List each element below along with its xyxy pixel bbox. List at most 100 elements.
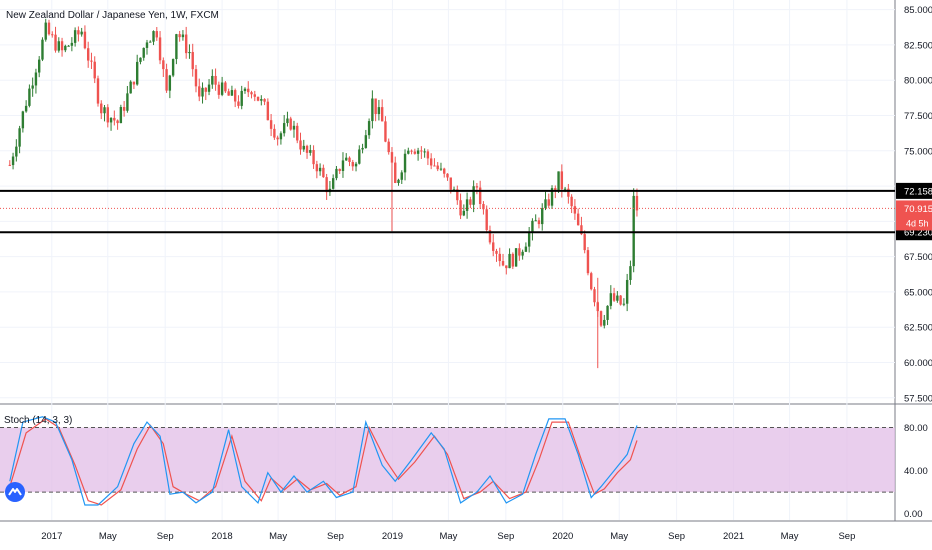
candle (119, 104, 123, 124)
last-price-label: 70.915 (904, 204, 932, 215)
candle (289, 116, 292, 131)
candle (635, 188, 639, 217)
candle (266, 98, 270, 121)
candle (433, 158, 436, 167)
candle (282, 115, 286, 137)
candle (106, 104, 109, 128)
candle (8, 160, 11, 167)
stoch-k-line (9, 416, 638, 506)
candle (67, 45, 70, 47)
stoch-tick-label: 40.00 (904, 466, 928, 477)
candle (514, 248, 518, 267)
candle (11, 152, 15, 170)
candle (201, 82, 204, 104)
candle (472, 180, 475, 213)
candle (230, 85, 234, 96)
candle (178, 30, 181, 42)
candle (168, 74, 172, 99)
candle (175, 33, 178, 65)
time-tick-label: May (269, 531, 287, 542)
candle (28, 84, 31, 108)
candle (276, 135, 279, 146)
candle (198, 78, 201, 102)
candle (367, 118, 371, 139)
candle (96, 75, 100, 107)
stoch-tick-label: 0.00 (904, 509, 923, 520)
candle (629, 260, 632, 285)
candle (214, 68, 217, 91)
candle (371, 90, 374, 129)
countdown-label: 4d 5h (906, 218, 929, 228)
candle (211, 69, 214, 89)
candle (263, 98, 266, 106)
horizontal-level-label: 72.158 (904, 186, 932, 197)
candle (240, 85, 243, 110)
candle (135, 54, 139, 86)
candle (335, 165, 338, 181)
candle (70, 37, 74, 52)
candle (407, 147, 410, 155)
candle (322, 164, 325, 178)
candle (413, 148, 417, 155)
candle (54, 26, 57, 53)
candle (171, 58, 175, 78)
time-tick-label: May (781, 531, 799, 542)
candle (619, 294, 622, 306)
price-tick-label: 77.500 (904, 111, 932, 122)
candle (354, 161, 358, 172)
candle (233, 88, 237, 108)
candle (116, 119, 119, 130)
price-tick-label: 57.500 (904, 393, 932, 404)
candle (348, 156, 351, 167)
time-tick-label: 2020 (552, 531, 573, 542)
candle (462, 204, 466, 217)
candle (247, 81, 250, 98)
candle (227, 88, 230, 96)
candle (132, 81, 136, 90)
candle (550, 185, 554, 209)
candle (420, 146, 423, 159)
candle (583, 230, 586, 254)
candle (250, 90, 253, 99)
candle (129, 80, 132, 94)
price-tick-label: 82.500 (904, 40, 932, 51)
time-tick-label: 2021 (723, 531, 744, 542)
candlestick-series[interactable] (8, 18, 639, 369)
candle (338, 168, 341, 174)
candle (64, 44, 67, 53)
time-axis[interactable]: 2017 May Sep 2018 May Sep 2019 May Sep 2020 May Sep… (41, 531, 855, 542)
candle (609, 285, 613, 310)
candle (501, 253, 505, 267)
candle (429, 153, 433, 170)
candle (560, 164, 564, 198)
candle (93, 56, 96, 84)
candle (488, 225, 492, 245)
chart-title: New Zealand Dollar / Japanese Yen, 1W, F… (6, 10, 219, 21)
candle (524, 242, 528, 253)
candle (531, 218, 534, 241)
candle (573, 199, 577, 220)
candle (478, 180, 482, 209)
candle (86, 41, 90, 68)
candle (625, 273, 629, 312)
candle (103, 104, 106, 122)
candle (590, 271, 593, 291)
price-tick-label: 60.000 (904, 358, 932, 369)
candle (495, 248, 498, 262)
candle (374, 98, 377, 122)
time-tick-label: Sep (838, 531, 855, 542)
candle (181, 30, 185, 41)
candle (537, 217, 541, 229)
candle (361, 143, 364, 154)
candle (518, 243, 521, 261)
candle (90, 52, 93, 69)
candle (269, 114, 273, 137)
candle (15, 139, 18, 162)
candle (586, 247, 590, 276)
candle (632, 188, 635, 273)
tradingview-logo-icon[interactable] (5, 482, 25, 502)
time-tick-label: Sep (327, 531, 344, 542)
stoch-axis[interactable]: 0.00 40.00 80.00 (904, 423, 928, 520)
candle (217, 81, 221, 99)
